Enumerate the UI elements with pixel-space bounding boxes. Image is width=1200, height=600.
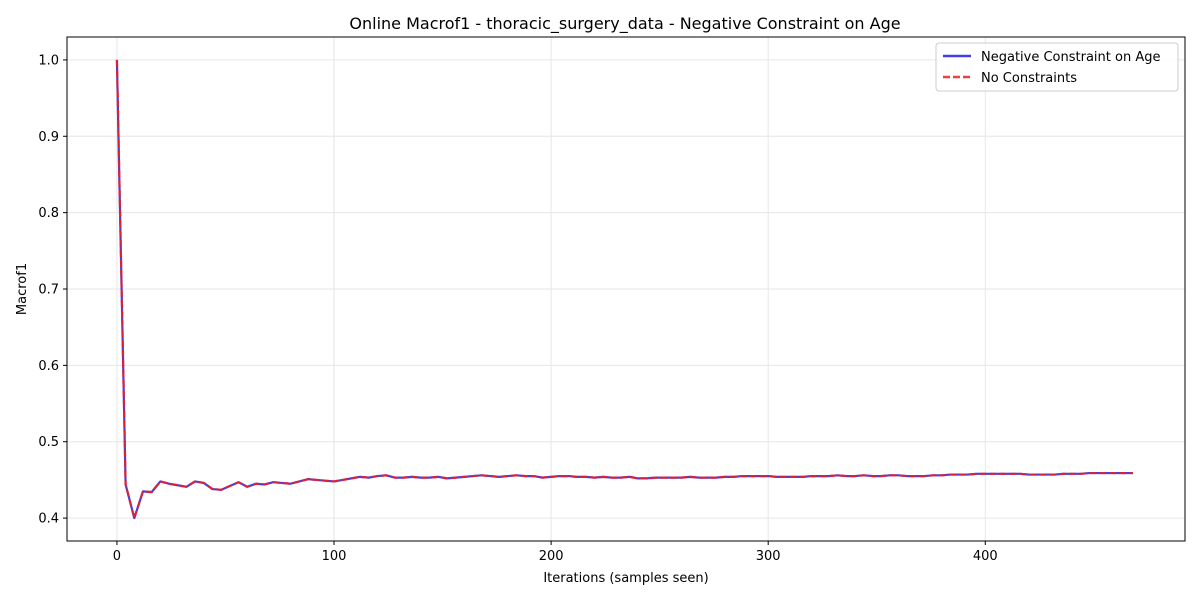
y-tick-label: 0.7 [38, 283, 59, 298]
y-tick-label: 0.4 [38, 512, 59, 527]
legend-label-negative-constraint: Negative Constraint on Age [981, 50, 1160, 65]
x-tick-label: 100 [322, 549, 347, 564]
chart-title: Online Macrof1 - thoracic_surgery_data -… [349, 14, 900, 34]
x-axis-ticks: 0 100 200 300 400 [113, 541, 998, 564]
legend-box [935, 42, 1179, 92]
x-tick-label: 200 [539, 549, 564, 564]
x-tick-label: 300 [756, 549, 781, 564]
y-axis-ticks: 0.4 0.5 0.6 0.7 0.8 0.9 1.0 [38, 53, 67, 527]
y-tick-label: 0.6 [38, 359, 59, 374]
x-axis-label: Iterations (samples seen) [543, 571, 708, 586]
y-axis-label: Macrof1 [15, 263, 30, 315]
y-tick-label: 1.0 [38, 53, 59, 68]
grid [67, 37, 1185, 541]
x-tick-label: 0 [113, 549, 121, 564]
y-tick-label: 0.5 [38, 435, 59, 450]
legend: Negative Constraint on Age No Constraint… [935, 42, 1179, 92]
y-tick-label: 0.8 [38, 206, 59, 221]
y-tick-label: 0.9 [38, 130, 59, 145]
legend-label-no-constraints: No Constraints [981, 71, 1077, 86]
series-line-no-constraints [115, 59, 1133, 520]
x-tick-label: 400 [973, 549, 998, 564]
series-group [115, 59, 1133, 520]
